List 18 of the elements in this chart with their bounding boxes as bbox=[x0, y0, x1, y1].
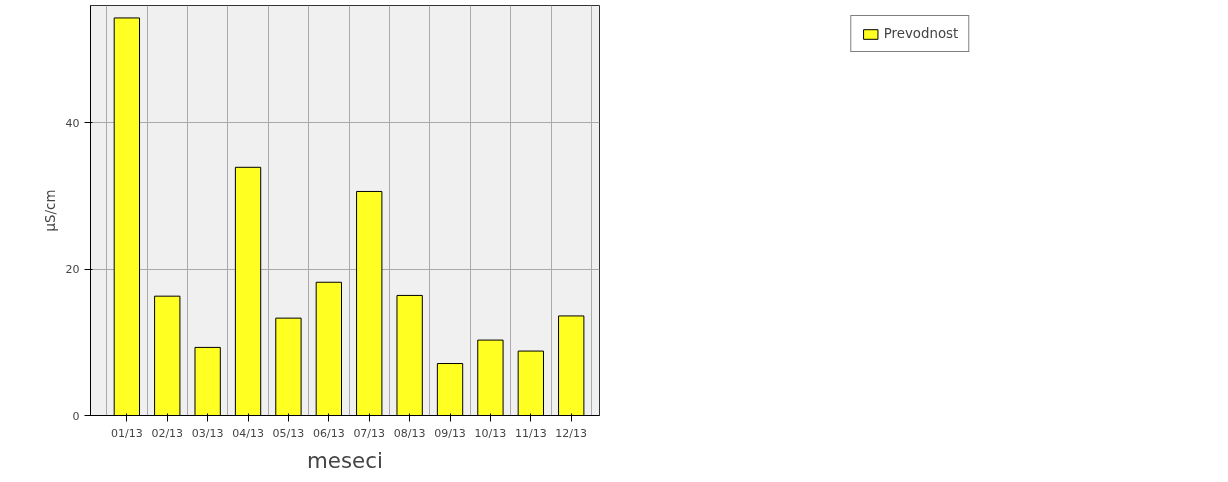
x-tick-label: 08/13 bbox=[393, 426, 426, 440]
x-tick-label: 10/13 bbox=[474, 426, 507, 440]
x-tick-label: 05/13 bbox=[272, 426, 305, 440]
y-tick-label: 40 bbox=[65, 116, 80, 130]
y-axis-title: µS/cm bbox=[42, 189, 58, 232]
x-tick-label: 12/13 bbox=[555, 426, 588, 440]
x-tick-label: 01/13 bbox=[111, 426, 143, 440]
x-tick-label: 11/13 bbox=[514, 426, 547, 440]
x-tick-label: 07/13 bbox=[353, 426, 386, 440]
y-tick-label: 20 bbox=[65, 263, 80, 277]
y-tick-label: 0 bbox=[72, 409, 80, 423]
x-tick-label: 03/13 bbox=[191, 426, 224, 440]
x-tick-label: 06/13 bbox=[312, 426, 345, 440]
x-tick-label: 09/13 bbox=[434, 426, 466, 440]
x-tick-label: 04/13 bbox=[232, 426, 264, 440]
x-axis-title: meseci bbox=[307, 447, 383, 473]
x-tick-label: 02/13 bbox=[151, 426, 184, 440]
legend-label: Prevodnost bbox=[883, 26, 959, 41]
